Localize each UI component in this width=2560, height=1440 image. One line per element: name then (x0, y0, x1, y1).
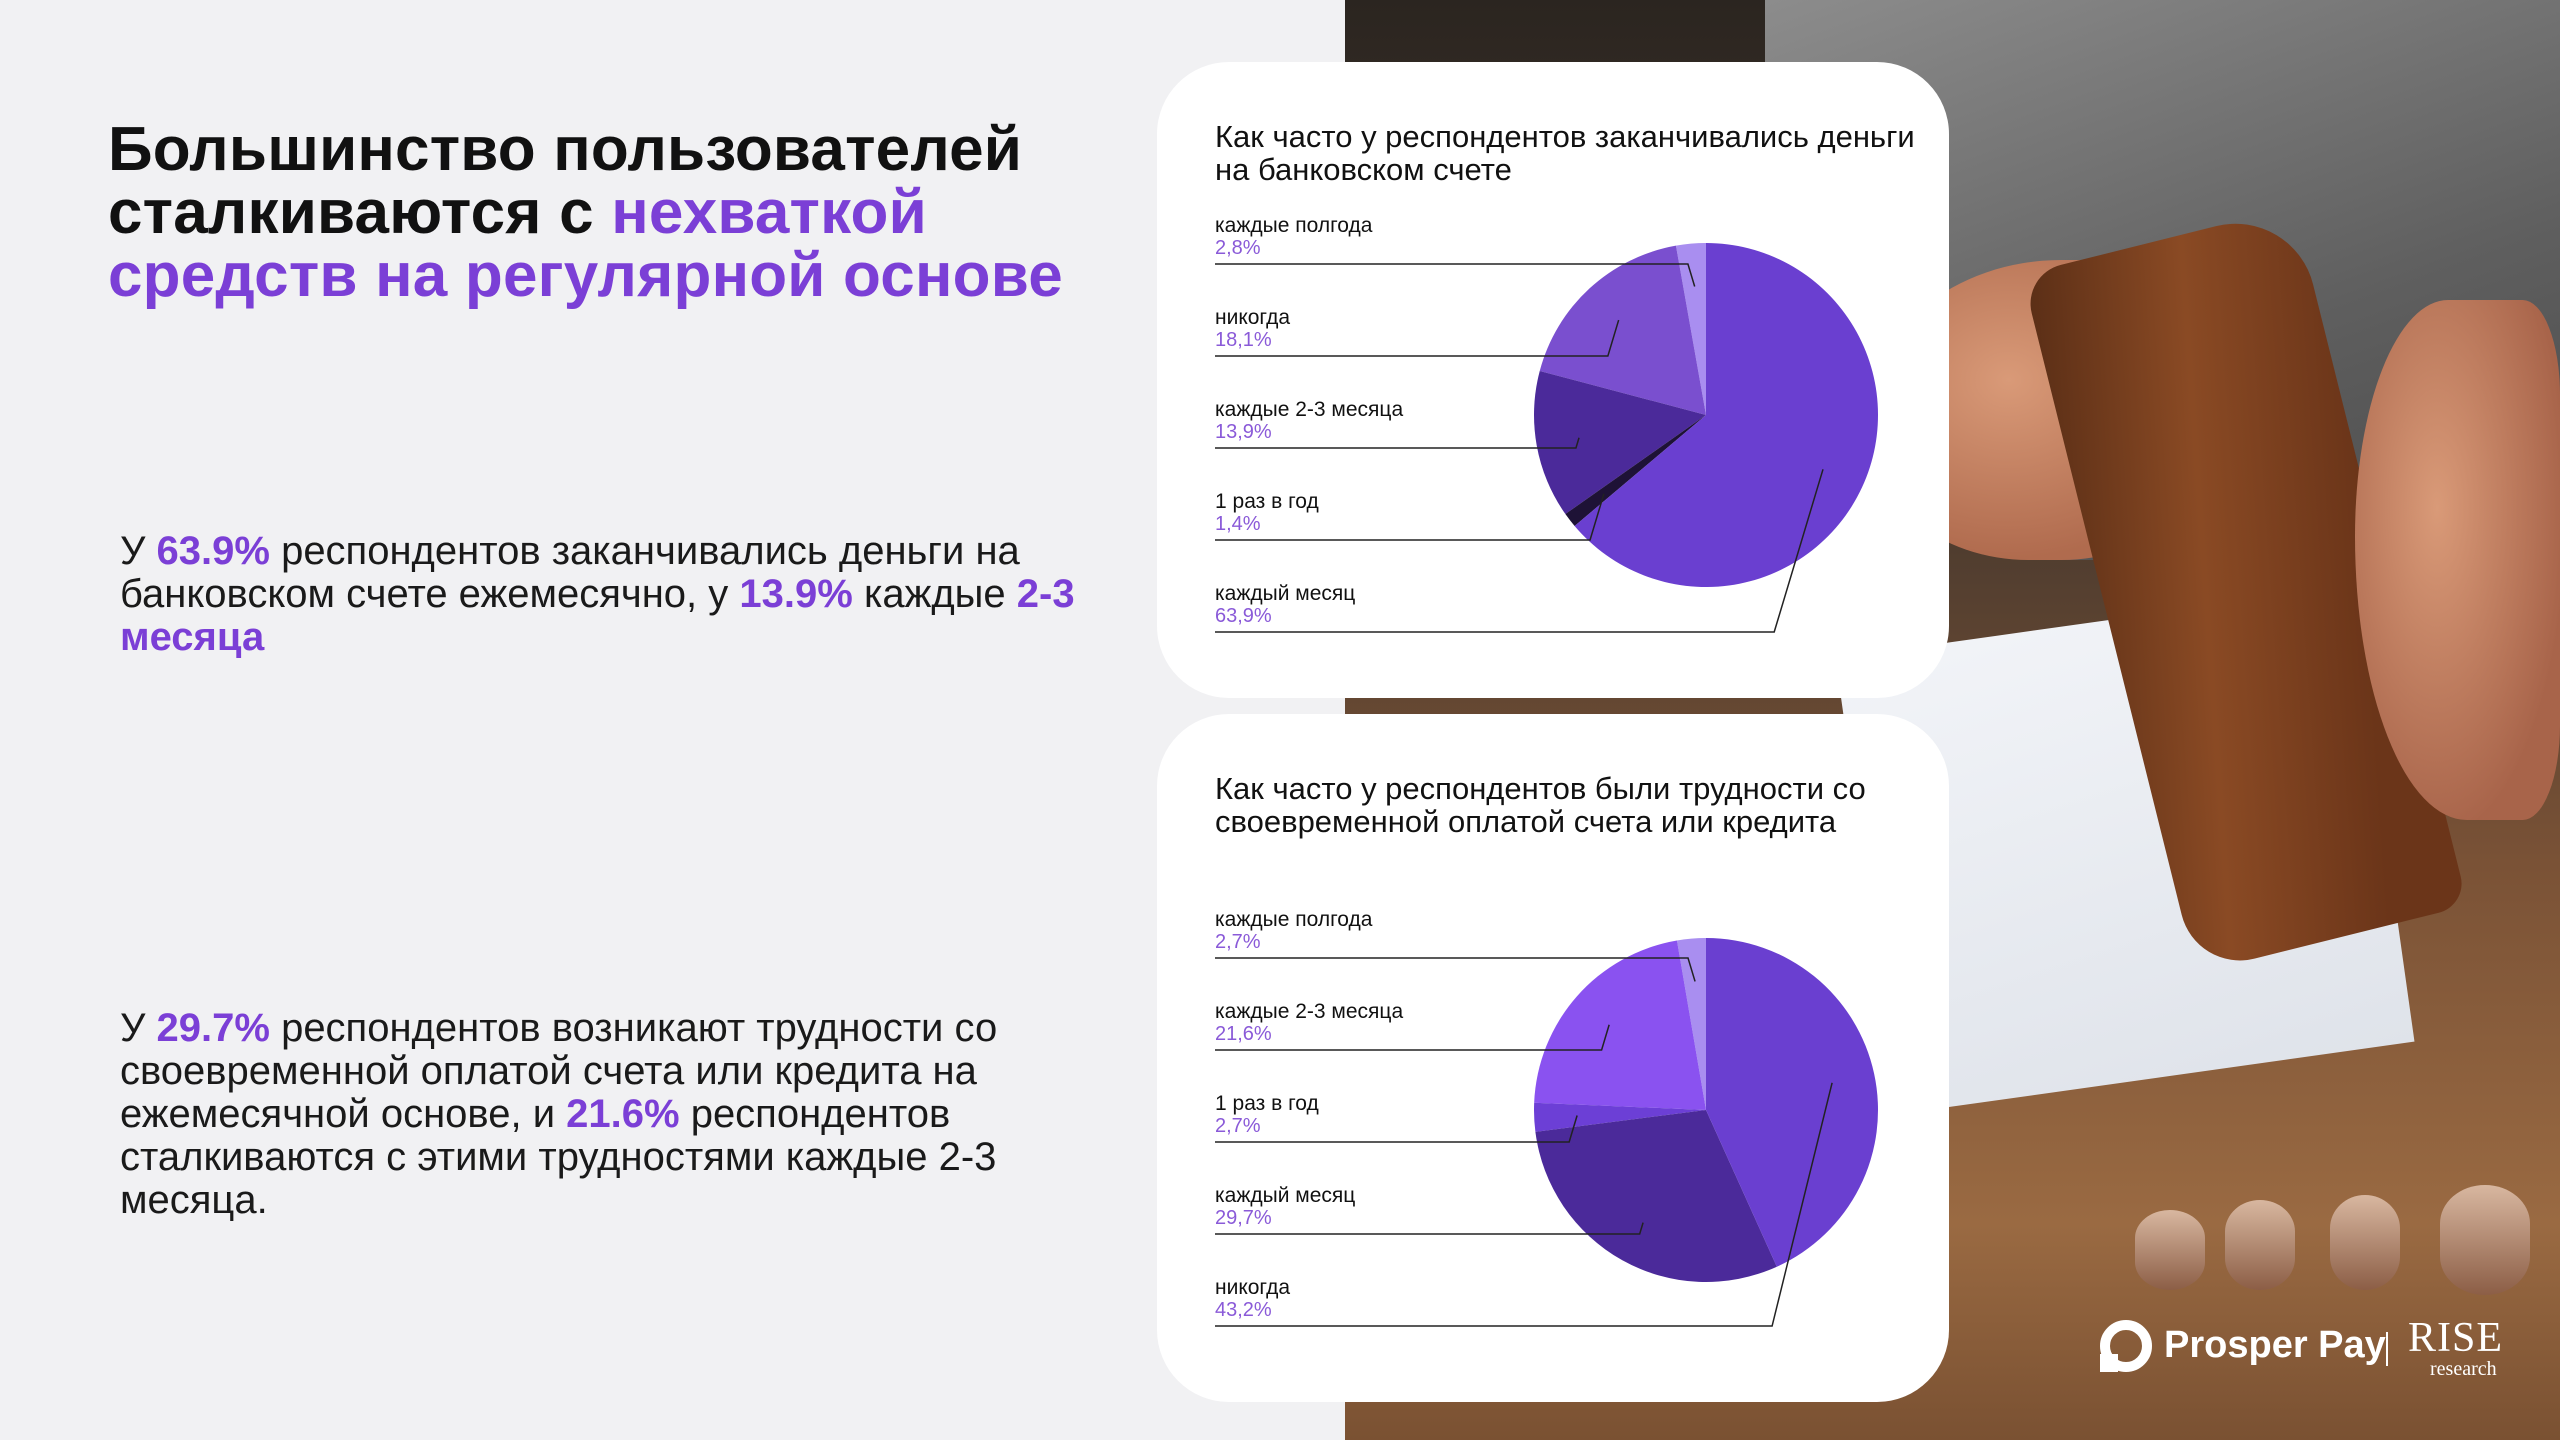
chart-title: Как часто у респондентов заканчивались д… (1215, 119, 1915, 187)
pie-slice (1675, 243, 1706, 415)
legend-value: 2,8% (1215, 237, 1261, 259)
legend-value: 63,9% (1215, 605, 1272, 627)
para1-highlight: 63.9% (156, 529, 270, 573)
leader-line (1215, 1024, 1610, 1051)
pie-slice (1539, 245, 1706, 415)
legend-value: 1,4% (1215, 513, 1261, 535)
photo-coin (2135, 1210, 2205, 1290)
para1-text: У (120, 529, 157, 573)
legend-value: 18,1% (1215, 329, 1272, 351)
legend-value: 29,7% (1215, 1207, 1272, 1229)
legend-label: 1 раз в год (1215, 490, 1319, 513)
legend-label: 1 раз в год (1215, 1092, 1319, 1115)
pie-slice (1534, 1102, 1706, 1132)
pie-slice (1534, 370, 1706, 515)
photo-coin (2225, 1200, 2295, 1290)
legend-value: 2,7% (1215, 931, 1261, 953)
leader-line (1215, 437, 1580, 449)
photo-hand-right (2355, 300, 2560, 820)
prosper-pay-logo-icon (2100, 1320, 2152, 1372)
chart-card-1: Как часто у респондентов заканчивались д… (1157, 62, 1949, 698)
legend-value: 43,2% (1215, 1299, 1272, 1321)
leader-line (1215, 1222, 1644, 1235)
legend-label: каждые 2-3 месяца (1215, 1000, 1403, 1023)
pie-slice (1706, 938, 1878, 1267)
leader-line (1215, 957, 1696, 982)
rise-logo-text: RISE (2408, 1315, 2504, 1361)
legend-label: никогда (1215, 306, 1290, 329)
para1-highlight: 2-3 месяца (120, 572, 1075, 659)
para2-highlight: 21.6% (566, 1092, 680, 1136)
leader-line (1215, 493, 1605, 541)
photo-coin (2330, 1195, 2400, 1290)
para1-text: респондентов заканчивались деньги на бан… (120, 529, 1020, 616)
paragraph-1: У 63.9% респондентов заканчивались деньг… (120, 530, 1150, 659)
leader-line (1215, 319, 1620, 357)
leader-line (1215, 1082, 1833, 1327)
para2-text: У (120, 1006, 157, 1050)
legend-value: 21,6% (1215, 1023, 1272, 1045)
logo-divider (2386, 1332, 2388, 1366)
pie-slice (1676, 938, 1706, 1110)
leader-line (1215, 1115, 1578, 1143)
legend-label: каждые полгода (1215, 908, 1373, 931)
para2-text: респондентов возникают трудности со свое… (120, 1006, 998, 1136)
legend-value: 2,7% (1215, 1115, 1261, 1137)
pie-slice (1565, 415, 1706, 526)
rise-research-text: research (2430, 1358, 2497, 1380)
leader-line (1215, 469, 1824, 633)
para1-highlight: 13.9% (739, 572, 853, 616)
prosper-pay-logo-text: Prosper Pay (2164, 1324, 2386, 1366)
para2-text: респондентов сталкиваются с этими трудно… (120, 1092, 997, 1222)
headline-text: Большинство пользователей сталкиваются с (108, 115, 1023, 247)
paragraph-2: У 29.7% респондентов возникают трудности… (120, 1007, 1150, 1222)
para2-highlight: 29.7% (156, 1006, 270, 1050)
legend-label: каждые 2-3 месяца (1215, 398, 1403, 421)
photo-coin (2440, 1185, 2530, 1295)
pie-slice (1574, 242, 1878, 587)
legend-label: каждый месяц (1215, 1184, 1355, 1207)
chart-title: Как часто у респондентов были трудности … (1215, 771, 1866, 839)
pie-slice (1535, 1110, 1777, 1282)
pie-slice (1534, 940, 1706, 1110)
leader-line (1215, 263, 1696, 287)
legend-label: каждый месяц (1215, 582, 1355, 605)
brand-logos: Prosper Pay RISE research (2100, 1310, 2520, 1390)
legend-value: 13,9% (1215, 421, 1272, 443)
legend-label: каждые полгода (1215, 214, 1373, 237)
chart-card-2: Как часто у респондентов были трудности … (1157, 714, 1949, 1402)
headline-accent: нехваткой средств на регулярной основе (108, 178, 1063, 310)
legend-label: никогда (1215, 1276, 1290, 1299)
para1-text: каждые (852, 572, 1017, 616)
headline: Большинство пользователей сталкиваются с… (108, 118, 1168, 307)
